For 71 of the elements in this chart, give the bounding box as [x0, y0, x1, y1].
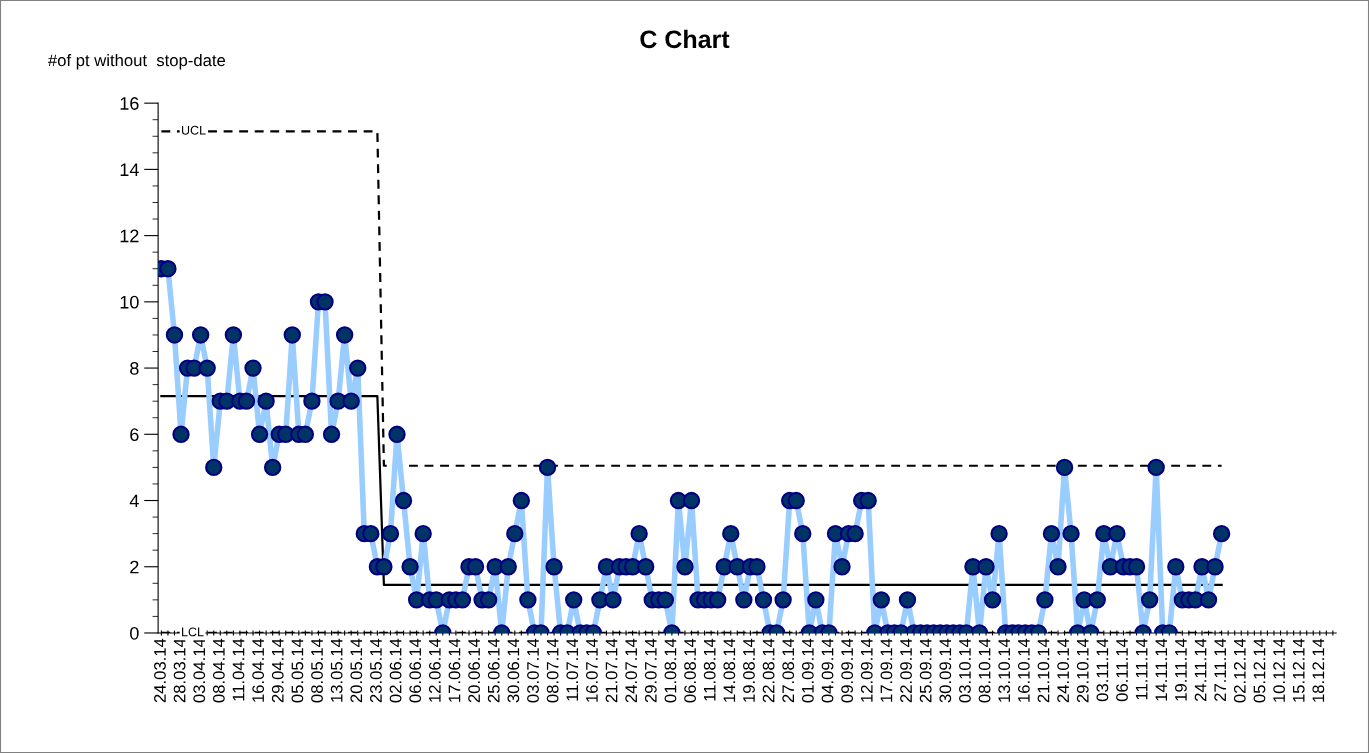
y-tick-label: 6	[130, 428, 139, 442]
x-tick-label: 12.06.14	[428, 638, 441, 702]
x-tick-label: 24.10.14	[1057, 638, 1070, 703]
x-tick-label: 25.06.14	[487, 638, 500, 703]
x-tick-label: 17.06.14	[448, 638, 461, 702]
x-tick-label: 29.07.14	[644, 638, 657, 703]
y-tick-label: 16	[120, 97, 139, 110]
x-tick-label: 17.09.14	[880, 638, 893, 702]
x-tick-label: 24.11.14	[1194, 638, 1207, 701]
x-tick-label: 24.03.14	[154, 638, 166, 703]
x-tick-label: 19.08.14	[743, 638, 755, 702]
y-tick-label: 12	[120, 229, 139, 243]
x-tick-label: 09.09.14	[841, 638, 854, 703]
x-tick-label: 30.09.14	[939, 638, 952, 703]
x-tick-label: 28.03.14	[173, 638, 186, 703]
x-tick-label: 05.12.14	[1253, 638, 1266, 703]
x-tick-label: 24.07.14	[625, 638, 638, 703]
x-tick-label: 20.05.14	[350, 638, 363, 703]
x-tick-label: 20.06.14	[468, 638, 481, 703]
x-tick-label: 02.06.14	[389, 638, 402, 703]
y-axis-title: #of pt without stop-date	[47, 53, 226, 70]
x-tick-label: 29.10.14	[1076, 638, 1089, 703]
x-tick-label: 03.11.14	[1096, 638, 1109, 702]
x-tick-label: 03.10.14	[959, 638, 971, 703]
x-tick-label: 22.09.14	[900, 638, 912, 703]
x-tick-label: 11.04.14	[232, 638, 245, 701]
x-tick-label: 27.11.14	[1214, 638, 1226, 701]
x-tick-label: 13.05.14	[330, 638, 343, 702]
x-tick-label: 02.12.14	[1233, 638, 1246, 703]
x-tick-label: 16.10.14	[1017, 638, 1030, 702]
x-tick-label: 10.12.14	[1273, 638, 1285, 702]
x-tick-label: 11.08.14	[703, 638, 716, 701]
y-tick-label: 0	[130, 626, 139, 640]
x-tick-label: 14.11.14	[1155, 638, 1168, 701]
x-tick-label: 06.06.14	[409, 638, 422, 703]
x-tick-label: 30.06.14	[507, 638, 520, 703]
x-tick-label: 21.07.14	[605, 638, 618, 703]
y-tick-label: 2	[130, 560, 139, 574]
x-tick-label: 15.12.14	[1292, 638, 1305, 702]
x-tick-label: 13.10.14	[998, 638, 1011, 702]
x-tick-label: 14.08.14	[723, 638, 736, 702]
x-tick-label: 08.05.14	[311, 638, 323, 703]
x-tick-label: 25.09.14	[919, 638, 932, 703]
x-tick-label: 08.10.14	[978, 638, 991, 703]
x-tick-label: 21.10.14	[1037, 638, 1050, 703]
chart-title: C Chart	[640, 29, 730, 49]
x-tick-label: 03.07.14	[527, 638, 539, 703]
x-tick-label: 03.04.14	[193, 638, 206, 703]
y-tick-label: 8	[130, 362, 139, 375]
x-tick-label: 16.07.14	[586, 638, 598, 702]
x-tick-label: 11.07.14	[566, 638, 579, 701]
x-tick-label: 08.04.14	[212, 638, 225, 703]
x-tick-label: 04.09.14	[821, 638, 834, 703]
y-tick-label: 10	[120, 295, 139, 309]
x-tick-label: 01.08.14	[664, 638, 677, 703]
x-tick-label: 29.04.14	[271, 638, 284, 703]
x-tick-label: 16.04.14	[252, 638, 265, 702]
y-tick-label: 14	[120, 163, 139, 176]
x-tick-label: 19.11.14	[1175, 638, 1187, 701]
x-tick-label: 22.08.14	[762, 638, 775, 703]
x-tick-label: 12.09.14	[860, 638, 873, 702]
x-tick-label: 27.08.14	[782, 638, 795, 703]
y-tick-label: 4	[129, 494, 139, 508]
x-tick-label: 06.11.14	[1116, 638, 1128, 702]
x-tick-label: 01.09.14	[801, 638, 814, 703]
x-tick-label: 08.07.14	[546, 638, 559, 703]
x-tick-label: 23.05.14	[370, 638, 382, 703]
x-tick-label: 18.12.14	[1312, 638, 1325, 702]
x-tick-label: 06.08.14	[684, 638, 696, 703]
x-tick-label: 05.05.14	[291, 638, 304, 703]
x-tick-label: 11.11.14	[1135, 638, 1148, 700]
